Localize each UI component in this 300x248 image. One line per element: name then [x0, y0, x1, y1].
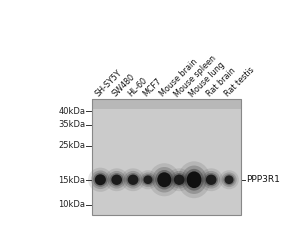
- Ellipse shape: [140, 172, 155, 187]
- Ellipse shape: [221, 172, 237, 187]
- Bar: [92, 99, 241, 215]
- Text: 15kDa: 15kDa: [58, 176, 85, 185]
- Ellipse shape: [223, 174, 235, 186]
- Text: 40kDa: 40kDa: [58, 106, 85, 116]
- Ellipse shape: [219, 170, 239, 189]
- Ellipse shape: [182, 165, 207, 194]
- Text: Mouse spleen: Mouse spleen: [173, 53, 218, 98]
- Ellipse shape: [178, 161, 210, 198]
- Ellipse shape: [184, 169, 204, 191]
- Text: Mouse lung: Mouse lung: [188, 60, 226, 98]
- Text: SW480: SW480: [110, 72, 136, 98]
- Ellipse shape: [204, 173, 218, 186]
- Ellipse shape: [202, 171, 220, 188]
- Ellipse shape: [206, 175, 217, 185]
- Text: Rat testis: Rat testis: [223, 65, 256, 98]
- Ellipse shape: [88, 168, 112, 192]
- Ellipse shape: [143, 175, 152, 184]
- Ellipse shape: [155, 170, 173, 189]
- Text: 10kDa: 10kDa: [58, 200, 85, 209]
- Ellipse shape: [174, 175, 184, 185]
- Ellipse shape: [110, 173, 124, 186]
- Text: HL-60: HL-60: [127, 76, 149, 98]
- Ellipse shape: [105, 168, 128, 191]
- Text: MCF7: MCF7: [142, 76, 164, 98]
- Ellipse shape: [187, 171, 202, 188]
- Ellipse shape: [152, 167, 176, 192]
- Ellipse shape: [111, 175, 122, 185]
- Ellipse shape: [91, 170, 110, 189]
- Text: Rat brain: Rat brain: [205, 66, 237, 98]
- Text: PPP3R1: PPP3R1: [246, 175, 280, 184]
- Ellipse shape: [170, 171, 188, 188]
- Text: SH-SY5Y: SH-SY5Y: [94, 68, 124, 98]
- Ellipse shape: [121, 168, 145, 191]
- Bar: [92, 99, 241, 109]
- Ellipse shape: [225, 175, 233, 184]
- Ellipse shape: [142, 174, 154, 186]
- Text: 25kDa: 25kDa: [58, 141, 85, 150]
- Text: Mouse brain: Mouse brain: [158, 57, 199, 98]
- Ellipse shape: [124, 171, 142, 188]
- Ellipse shape: [95, 174, 106, 185]
- Ellipse shape: [93, 173, 108, 187]
- Ellipse shape: [108, 171, 126, 188]
- Ellipse shape: [138, 170, 158, 189]
- Ellipse shape: [172, 173, 186, 186]
- Ellipse shape: [200, 168, 223, 191]
- Ellipse shape: [157, 172, 171, 187]
- Ellipse shape: [149, 163, 180, 196]
- Text: 35kDa: 35kDa: [58, 120, 85, 129]
- Bar: [92, 99, 241, 215]
- Ellipse shape: [128, 175, 138, 185]
- Ellipse shape: [126, 173, 140, 186]
- Ellipse shape: [167, 168, 191, 191]
